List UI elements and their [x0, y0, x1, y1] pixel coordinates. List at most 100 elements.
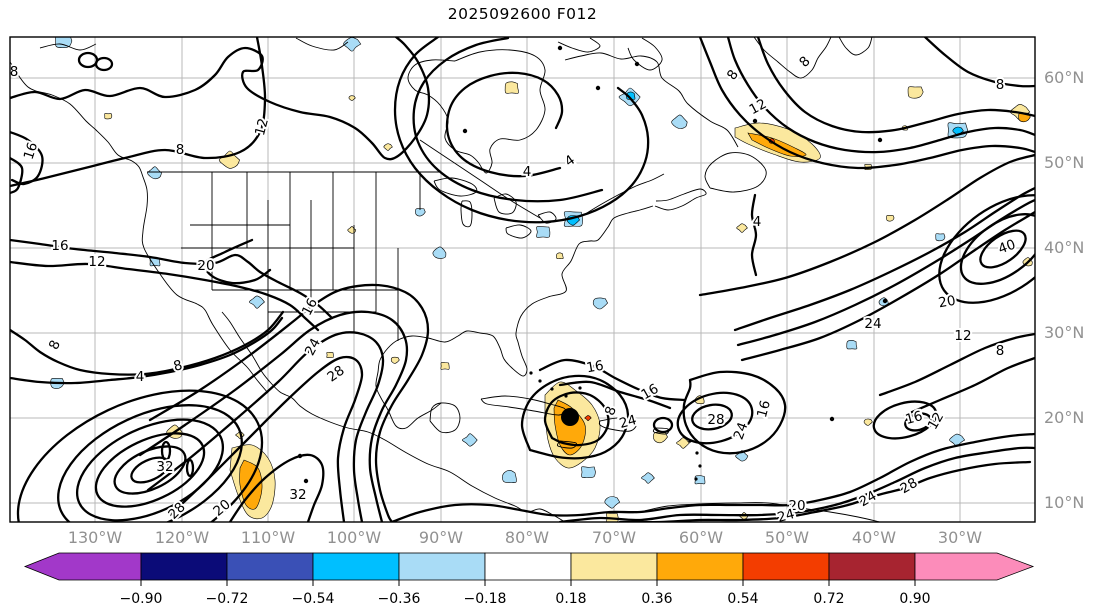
shading-patch: [676, 437, 690, 449]
contour-label: 16: [904, 408, 925, 428]
lon-tick-label: 40°W: [852, 528, 896, 547]
colorbar-under-arrow: [23, 552, 142, 581]
lon-tick-label: 120°W: [155, 528, 210, 547]
contour-label: 8: [996, 77, 1005, 93]
colorbar-segment: [570, 552, 658, 581]
cyclone-marker: [561, 408, 579, 426]
colorbar-tick-label: −0.36: [378, 591, 421, 607]
lon-tick-label: 70°W: [592, 528, 636, 547]
contour-label: 32: [289, 487, 306, 503]
lon-tick-label: 60°W: [679, 528, 723, 547]
lon-tick-label: 80°W: [505, 528, 549, 547]
colorbar-tick-label: −0.90: [120, 591, 163, 607]
contour-label: 4: [562, 152, 578, 170]
colorbar: −0.90 −0.72 −0.54 −0.36 −0.18 0.18 0.36 0.54 0.7…: [23, 552, 1035, 607]
contour-label: 16: [754, 399, 774, 420]
contour-label: 20: [788, 498, 805, 514]
colorbar-tick-label: −0.18: [464, 591, 507, 607]
colorbar-segment: [140, 552, 228, 581]
contour-label: 4: [523, 164, 532, 180]
contour-label: 24: [618, 412, 639, 432]
shading-patch: [863, 418, 873, 426]
colorbar-tick-label: −0.54: [292, 591, 335, 607]
shading-patch: [440, 362, 450, 370]
colorbar-segment: [398, 552, 486, 581]
lat-tick-label: 30°N: [1044, 323, 1084, 342]
contour-label: 8: [46, 338, 64, 353]
contour-label: 28: [707, 412, 724, 428]
colorbar-tick-label: −0.72: [206, 591, 249, 607]
shading-patch: [556, 252, 564, 260]
colorbar-segment: [742, 552, 830, 581]
contour-label: 12: [252, 117, 272, 138]
contour-label: 8: [176, 142, 185, 158]
lon-tick-label: 110°W: [241, 528, 296, 547]
contour-label: 16: [585, 358, 605, 377]
contour-label: 4: [753, 214, 762, 230]
lat-tick-label: 20°N: [1044, 408, 1084, 427]
colorbar-over-arrow: [914, 552, 1035, 581]
lat-axis: 60°N 50°N 40°N 30°N 20°N 10°N: [1044, 68, 1084, 512]
island-dots: [297, 45, 888, 484]
shading-patch: [383, 143, 393, 151]
shading-patch: [949, 433, 966, 447]
shading-patch: [584, 415, 592, 421]
contour-label: 20: [210, 496, 233, 519]
plot-border: [9, 36, 1036, 523]
lon-tick-label: 90°W: [419, 528, 463, 547]
contour-label: 16: [21, 140, 42, 161]
colorbar-segment: [226, 552, 314, 581]
shading-patch: [536, 226, 551, 238]
lon-tick-label: 130°W: [68, 528, 123, 547]
shading-patch: [249, 295, 265, 309]
colorbar-segment: [312, 552, 400, 581]
contour-label: 4: [136, 369, 145, 385]
shading-patch: [502, 470, 517, 483]
shading-patch: [846, 339, 858, 350]
shading-patch: [886, 214, 895, 222]
shading-patch: [581, 466, 596, 478]
contour-label: 12: [747, 96, 770, 118]
shading-patch: [104, 113, 113, 120]
shading-patch: [671, 114, 688, 129]
contour-lines: [10, 37, 1035, 522]
plot-title: 2025092600 F012: [447, 5, 598, 23]
shading-patches: [50, 37, 1033, 522]
colorbar-segment: [828, 552, 916, 581]
contour-label: 24: [776, 506, 797, 526]
contour-label: 16: [639, 381, 662, 403]
shading-patch: [239, 459, 263, 510]
shading-patch: [432, 246, 447, 259]
colorbar-tick-label: 0.72: [813, 591, 844, 607]
lat-tick-label: 10°N: [1044, 493, 1084, 512]
lon-axis: 130°W 120°W 110°W 100°W 90°W 80°W 70°W 60°W 50°W…: [68, 528, 982, 547]
contour-label: 12: [88, 254, 105, 270]
shading-patch: [504, 81, 519, 94]
contour-label: 24: [864, 316, 881, 332]
contour-label: 8: [10, 64, 19, 80]
shading-patch: [348, 95, 356, 101]
shading-patch: [343, 37, 362, 52]
lon-tick-label: 30°W: [938, 528, 982, 547]
shading-patch: [735, 450, 749, 462]
lat-tick-label: 50°N: [1044, 153, 1084, 172]
shading-patch: [326, 351, 334, 359]
contour-label: 12: [925, 410, 947, 433]
contour-label: 40: [996, 237, 1018, 258]
colorbar-tick-label: 0.36: [641, 591, 672, 607]
shading-patch: [694, 475, 706, 485]
lon-tick-label: 50°W: [765, 528, 809, 547]
lat-tick-label: 60°N: [1044, 68, 1084, 87]
contour-label: 8: [996, 343, 1005, 359]
shading-patch: [390, 356, 400, 364]
shading-patch: [907, 86, 924, 99]
shading-patch: [592, 297, 608, 310]
colorbar-tick-label: 0.90: [899, 591, 930, 607]
colorbar-tick-label: 0.18: [555, 591, 586, 607]
colorbar-segment: [656, 552, 744, 581]
lat-tick-label: 40°N: [1044, 238, 1084, 257]
shading-patch: [604, 496, 621, 509]
